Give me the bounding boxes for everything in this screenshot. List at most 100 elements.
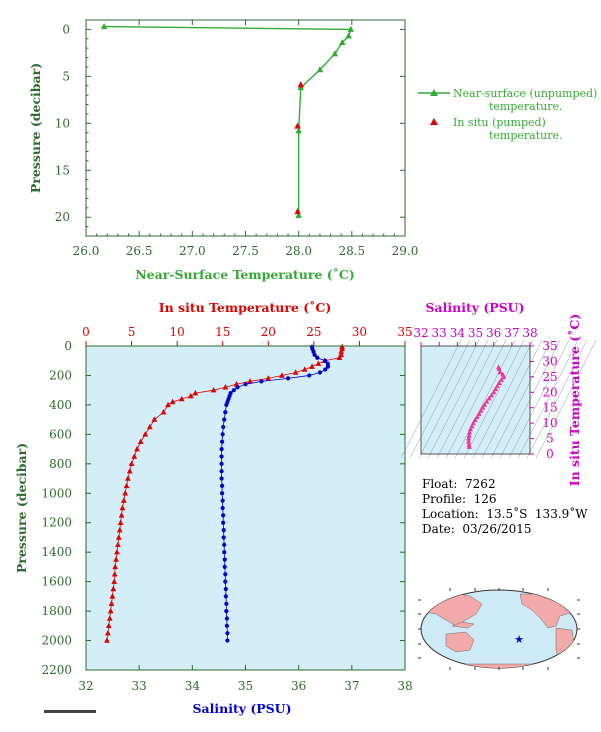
y-axis-label: Pressure (decibar) <box>14 443 29 573</box>
temperature-point <box>122 490 129 496</box>
top-axis-label: In situ Temperature (˚C) <box>159 300 332 315</box>
x-tick-label: 26.0 <box>73 244 100 258</box>
y-tick-label: 1200 <box>41 516 72 530</box>
ts-point <box>494 383 500 389</box>
y-tick-label: 2200 <box>41 663 72 677</box>
salinity-point <box>235 385 240 390</box>
salinity-point <box>225 631 230 636</box>
temperature-point <box>107 607 114 614</box>
ts-point <box>467 426 473 432</box>
ts-point <box>486 395 492 401</box>
y-tick-label: 5 <box>62 69 70 83</box>
salinity-point <box>307 373 312 378</box>
near-surface-point <box>345 32 352 39</box>
australia-landmass <box>445 631 475 653</box>
right-tick-label: 10 <box>542 416 557 430</box>
temperature-point <box>169 398 176 405</box>
y-tick-label: 1000 <box>41 486 72 500</box>
location: Location: 13.5˚S 133.9˚W <box>422 507 588 521</box>
temperature-point <box>105 622 112 629</box>
y-tick-label: 1400 <box>41 545 72 559</box>
density-contour <box>418 339 480 459</box>
salinity-point <box>223 410 228 415</box>
bottom-tick-label: 34 <box>185 679 201 693</box>
y-tick-label: 0 <box>64 339 72 353</box>
ts-point <box>472 417 478 423</box>
bottom-tick-label: 33 <box>132 679 147 693</box>
temperature-point <box>336 354 343 361</box>
ts-point <box>470 420 476 426</box>
temperature-point <box>134 445 140 452</box>
y-tick-label: 1800 <box>41 604 72 618</box>
right-tick-label: 20 <box>542 385 557 399</box>
salinity-point <box>325 361 331 366</box>
temperature-point <box>115 541 121 548</box>
salinity-point <box>243 382 248 387</box>
bottom-axis-label: Salinity (PSU) <box>192 701 291 716</box>
top-tick-label: 0 <box>82 325 90 339</box>
near-surface-temperature-chart: 26.0 26.5 27.0 27.5 28.0 28.5 29.0 0 5 10 15 20 Ne… <box>28 19 418 282</box>
temperature-point <box>117 519 124 525</box>
temperature-point <box>106 615 113 621</box>
y-tick-label: 1600 <box>41 575 72 589</box>
x-tick-label: 28.0 <box>285 244 312 258</box>
salinity-point <box>323 358 328 363</box>
ts-point <box>496 364 502 370</box>
salinity-point <box>222 557 227 562</box>
chart-frame <box>85 19 406 237</box>
salinity-point <box>223 586 228 592</box>
y-tick-label: 20 <box>55 210 70 224</box>
temperature-point <box>279 372 285 378</box>
salinity-point <box>312 352 317 357</box>
top-tick-label: 36 <box>486 326 501 340</box>
legend: Near-surface (unpumped) temperature. In … <box>418 87 597 142</box>
right-axis-label: In situ Temperature (˚C) <box>567 314 582 487</box>
y-tick-label: 10 <box>55 116 70 130</box>
temperature-point <box>126 467 133 474</box>
density-contour <box>499 339 561 459</box>
right-tick-label: 25 <box>542 370 557 384</box>
salinity-point <box>259 379 264 384</box>
in-situ-point <box>294 207 301 215</box>
top-axis-label: Salinity (PSU) <box>425 300 524 315</box>
ts-point <box>496 380 502 385</box>
temperature-point <box>247 378 253 384</box>
top-tick-label: 35 <box>468 326 483 340</box>
bottom-tick-label: 36 <box>291 679 306 693</box>
legend-label-in-situ-line1: In situ (pumped) <box>453 116 546 129</box>
temperature-point <box>178 395 185 402</box>
density-contour <box>400 339 462 459</box>
ts-point <box>478 408 484 413</box>
y-axis-label: Pressure (decibar) <box>28 63 43 193</box>
temperature-point <box>118 512 125 518</box>
ts-point <box>469 423 475 429</box>
right-tick-label: 35 <box>542 339 557 353</box>
salinity-point <box>325 364 331 369</box>
x-tick-label: 28.5 <box>338 244 365 258</box>
salinity-point <box>223 572 228 577</box>
temperature-point <box>108 600 115 606</box>
profile-chart: 0 5 10 15 20 25 30 35 32 33 34 35 36 37 38 0 200 400 600… <box>14 300 413 716</box>
salinity-point <box>224 601 229 606</box>
bottom-tick-label: 35 <box>238 679 253 693</box>
bottom-tick-label: 37 <box>344 679 359 693</box>
temperature-point <box>120 497 127 503</box>
legend-label-near-surface-line1: Near-surface (unpumped) <box>453 87 597 100</box>
y-tick-label: 400 <box>49 398 72 412</box>
in-situ-point <box>297 81 305 88</box>
temperature-point <box>104 629 111 636</box>
density-contour <box>472 339 534 459</box>
legend-marker-in-situ <box>430 118 438 125</box>
x-tick-label: 27.5 <box>232 244 259 258</box>
density-contour <box>427 339 489 459</box>
temperature-point <box>116 526 123 533</box>
ts-point <box>466 441 472 447</box>
temperature-point <box>114 548 120 555</box>
chart-background <box>421 346 530 454</box>
salinity-point <box>221 513 226 518</box>
near-surface-point <box>347 25 355 32</box>
south-america-landmass <box>555 627 575 667</box>
salinity-point <box>220 498 225 503</box>
top-tick-label: 35 <box>397 325 412 339</box>
